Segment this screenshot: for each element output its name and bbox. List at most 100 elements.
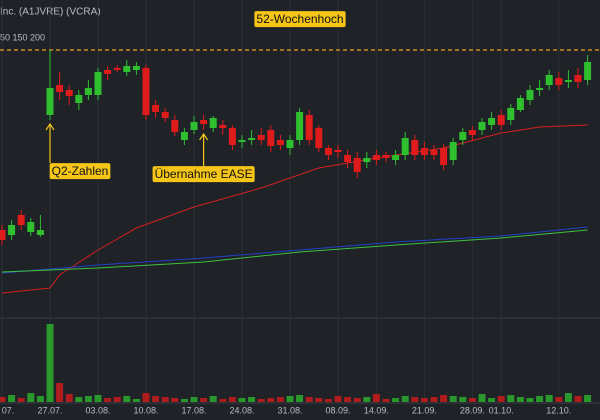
volume-bar [372, 394, 380, 402]
volume-bar [363, 397, 371, 402]
volume-bar [411, 397, 419, 402]
volume-bar [353, 398, 361, 402]
moving-average [1, 229, 588, 273]
volume-bar [190, 397, 198, 402]
volume-bar [248, 397, 256, 402]
volume-bar [286, 396, 294, 402]
volume-bar [104, 398, 112, 402]
volume-bar [497, 396, 505, 402]
candle-body [84, 88, 92, 95]
volume-bar [65, 394, 73, 402]
candle-body [478, 122, 486, 130]
candle-body [536, 88, 544, 90]
x-tick-label: 24.08. [229, 405, 254, 415]
candle-body [468, 130, 476, 135]
candle-body [56, 85, 64, 92]
volume-bar [267, 398, 275, 402]
candle-body [17, 215, 25, 225]
candle-body [401, 138, 409, 155]
moving-average [1, 226, 588, 274]
x-tick-label: 10.08. [133, 405, 158, 415]
candle-body [344, 155, 352, 162]
candle-body [0, 230, 6, 240]
candle-body [488, 118, 496, 125]
candle-body [545, 75, 553, 85]
volume-bar [113, 397, 121, 402]
candle-body [382, 155, 390, 158]
volume-bar [142, 393, 150, 402]
candle-body [353, 158, 361, 172]
volume-bar [161, 397, 169, 402]
candle-body [142, 68, 150, 115]
volume-bar [0, 397, 6, 402]
candle-body [507, 108, 515, 120]
x-tick-label: 27.07. [37, 405, 62, 415]
volume-bar [564, 393, 572, 402]
candle-body [161, 112, 169, 118]
x-tick-label: 28.09. [460, 405, 485, 415]
x-tick-label: 12.10. [546, 405, 571, 415]
volume-bar [228, 397, 236, 402]
candle-body [113, 68, 121, 70]
x-tick-label: 17.08. [181, 405, 206, 415]
volume-bar [257, 399, 265, 402]
candle-body [564, 80, 572, 82]
volume-bar [324, 399, 332, 402]
volume-bar [478, 394, 486, 402]
volume-bar [36, 396, 44, 402]
x-tick-label: 03.08. [85, 405, 110, 415]
annotation-arrowhead [199, 132, 209, 141]
volume-bar [555, 397, 563, 402]
volume-bar [209, 396, 217, 402]
candle-body [27, 222, 35, 232]
candle-body [171, 120, 179, 132]
high-line-label-box [254, 11, 346, 28]
volume-bar [84, 396, 92, 402]
candle-body [430, 150, 438, 155]
volume-bar [574, 396, 582, 402]
volume-bar [507, 395, 515, 402]
candle-body [267, 130, 275, 146]
candle-body [555, 78, 563, 85]
candle-body [152, 105, 160, 112]
candle-body [104, 70, 112, 74]
volume-bar [468, 398, 476, 402]
candle-body [200, 120, 208, 124]
volume-bar [171, 398, 179, 402]
candle-body [296, 112, 304, 140]
candle-body [516, 98, 524, 110]
volume-bar [420, 398, 428, 402]
volume-bar [276, 397, 284, 402]
candle-body [372, 155, 380, 160]
volume-bar [94, 395, 102, 402]
candle-body [305, 115, 313, 140]
volume-bar [123, 396, 131, 402]
annotation-box [49, 163, 111, 180]
volume-bar [516, 397, 524, 402]
candle-body [574, 75, 582, 82]
candle-body [94, 72, 102, 95]
volume-bar [344, 397, 352, 402]
candle-body [132, 66, 140, 70]
volume-bar [545, 395, 553, 402]
volume-bar [459, 397, 467, 402]
ma-legend: 50 150 200 [0, 32, 45, 42]
volume-bar [75, 397, 83, 402]
annotation: Q2-Zahlen [52, 164, 109, 178]
candle-body [228, 128, 236, 145]
candle-body [8, 225, 16, 235]
volume-bar [219, 399, 227, 402]
x-tick-label: 07. [2, 405, 15, 415]
candle-body [65, 90, 73, 96]
volume-bar [132, 399, 140, 402]
volume-bar [401, 396, 409, 402]
volume-bar [334, 396, 342, 402]
candle-body [190, 122, 198, 130]
volume-bar [152, 396, 160, 402]
x-tick-label: 01.10. [489, 405, 514, 415]
volume-bar [56, 383, 64, 402]
candle-body [334, 150, 342, 152]
candle-body [497, 115, 505, 125]
volume-bar [392, 398, 400, 402]
